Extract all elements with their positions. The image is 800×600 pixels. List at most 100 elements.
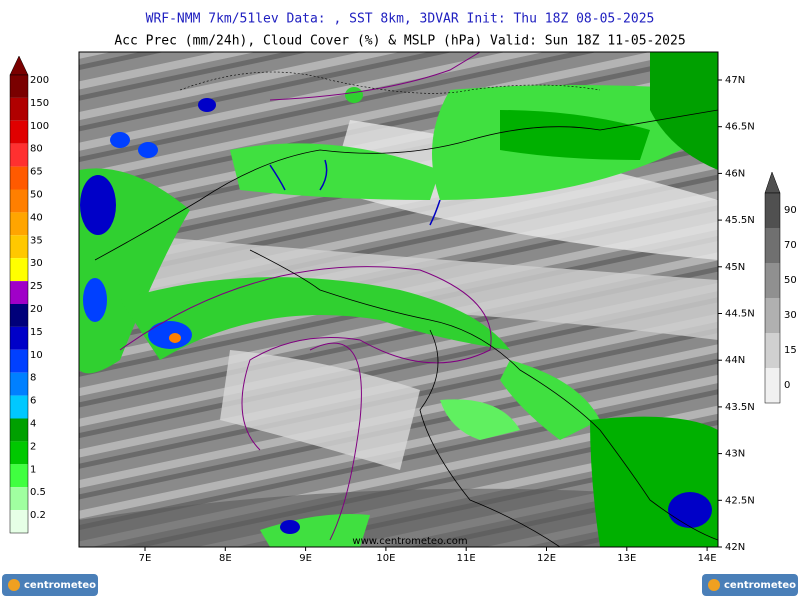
legend-label: 30 [30, 258, 43, 269]
legend-swatch [765, 298, 780, 333]
logo-badge [702, 574, 798, 596]
map-field: www.centrometeo.com [79, 52, 718, 547]
map-frame [78, 51, 719, 548]
legend-arrow [9, 55, 29, 76]
watermark: www.centrometeo.com [352, 536, 467, 547]
legend-swatch [10, 304, 28, 327]
map-area: www.centrometeo.com 7E 8E 9E 10E 11E 12E 13E 14… [78, 51, 755, 564]
legend-swatch [765, 263, 780, 298]
legend-swatch [10, 349, 28, 373]
legend-arrow [764, 171, 781, 194]
lon-label: 12E [537, 553, 556, 564]
legend-label: 0.5 [30, 487, 46, 498]
precip-area [120, 277, 510, 360]
legend-swatch [10, 418, 28, 442]
legend-swatch [765, 368, 780, 403]
lat-label: 43.5N [725, 402, 755, 413]
cloud-band [79, 488, 718, 547]
logo-text: centrometeo [24, 580, 96, 591]
lat-label: 46N [725, 168, 745, 179]
precip-area [590, 416, 718, 547]
lat-label: 46.5N [725, 122, 755, 133]
precip-area [198, 98, 216, 112]
precip-area [110, 132, 130, 148]
logo-icon [708, 579, 720, 591]
lat-label: 42N [725, 542, 745, 553]
legend-label: 20 [30, 304, 43, 315]
logo-text: centrometeo [724, 580, 796, 591]
legend-label: 10 [30, 350, 43, 361]
lat-label: 45N [725, 262, 745, 273]
legend-label: 50 [30, 190, 43, 201]
precip-area [280, 520, 300, 534]
precip-area [148, 321, 192, 349]
legend-swatch [10, 166, 28, 190]
border-line [94, 109, 718, 547]
precip-area [138, 142, 158, 158]
lon-label: 13E [617, 553, 636, 564]
legend-swatch [10, 235, 28, 259]
legend-swatch [10, 120, 28, 144]
legend-label: 200 [30, 75, 49, 86]
legend-swatch [10, 441, 28, 465]
legend-swatch [10, 75, 28, 98]
legend-label: 0 [784, 380, 790, 391]
legend-swatch [765, 193, 780, 228]
lat-label: 43N [725, 449, 745, 460]
legend-swatch [10, 258, 28, 282]
legend-swatch [765, 333, 780, 368]
legend-frame [764, 192, 781, 404]
lon-label: 10E [376, 553, 395, 564]
precip-area [345, 87, 363, 103]
legend-swatch [10, 487, 28, 511]
precip-legend: 200 150 100 80 65 50 40 35 30 25 20 15 10 8 6 4 2 1 0.5 0.2 [9, 55, 49, 534]
legend-label: 6 [30, 396, 36, 407]
title: WRF-NMM 7km/51lev Data: , SST 8km, 3DVAR… [146, 12, 655, 27]
logo: centrometeo [2, 574, 98, 596]
precip-area [500, 110, 650, 160]
legend-label: 150 [30, 98, 49, 109]
lon-label: 14E [698, 553, 717, 564]
legend-swatch [765, 228, 780, 263]
legend-swatch [10, 395, 28, 419]
lat-label: 44N [725, 355, 745, 366]
legend-label: 25 [30, 281, 43, 292]
legend-label: 8 [30, 373, 36, 384]
legend-label: 65 [30, 167, 43, 178]
legend-label: 15 [784, 345, 797, 356]
lat-label: 47N [725, 75, 745, 86]
logo-icon [8, 579, 20, 591]
lon-label: 8E [219, 553, 232, 564]
precip-area [668, 492, 712, 528]
legend-label: 100 [30, 121, 49, 132]
legend-label: 15 [30, 327, 43, 338]
lon-label: 7E [139, 553, 152, 564]
legend-swatch [10, 143, 28, 167]
legend-label: 40 [30, 212, 43, 223]
lat-label: 42.5N [725, 495, 755, 506]
precip-area [440, 399, 520, 440]
legend-label: 70 [784, 240, 797, 251]
legend-swatch [10, 372, 28, 396]
cloud-band [79, 230, 718, 340]
logo-badge [2, 574, 98, 596]
lake [269, 159, 441, 226]
legend-swatch [10, 212, 28, 236]
precip-area [169, 333, 181, 343]
subtitle: Acc Prec (mm/24h), Cloud Cover (%) & MSL… [114, 34, 685, 49]
legend-label: 90 [784, 205, 797, 216]
legend-swatch [10, 326, 28, 350]
precip-area [80, 175, 116, 235]
lat-label: 45.5N [725, 215, 755, 226]
legend-swatch [10, 97, 28, 121]
legend-swatch [10, 510, 28, 533]
precip-area [500, 360, 600, 440]
legend-label: 2 [30, 441, 36, 452]
legend-swatch [10, 281, 28, 304]
legend-label: 35 [30, 235, 43, 246]
border-line [179, 71, 601, 94]
cloud-legend: 90 70 50 30 15 0 [764, 171, 797, 404]
lon-label: 9E [299, 553, 312, 564]
legend-label: 30 [784, 310, 797, 321]
legend-label: 80 [30, 144, 43, 155]
